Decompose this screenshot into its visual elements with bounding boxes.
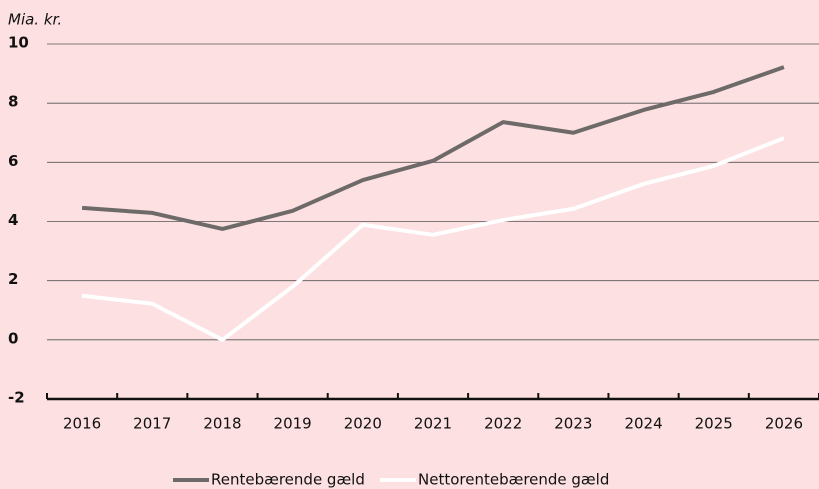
x-tick-label: 2026: [765, 415, 803, 433]
y-tick-label: 2: [8, 270, 18, 288]
x-tick-label: 2018: [203, 415, 241, 433]
x-tick-label: 2023: [554, 415, 592, 433]
y-tick-label: 8: [8, 93, 18, 111]
y-tick-label: 10: [8, 34, 29, 52]
y-tick-label: 6: [8, 152, 18, 170]
x-tick-label: 2022: [484, 415, 522, 433]
line-series: [81, 136, 785, 342]
y-unit-label: Mia. kr.: [8, 11, 62, 29]
legend-label: Rentebærende gæld: [211, 471, 365, 489]
y-tick-label: -2: [8, 389, 25, 407]
x-tick-label: 2024: [624, 415, 662, 433]
x-tick-label: 2020: [344, 415, 382, 433]
x-tick-label: 2025: [695, 415, 733, 433]
y-tick-label: 0: [8, 329, 18, 347]
x-tick-label: 2017: [133, 415, 171, 433]
legend-label: Nettorentebærende gæld: [418, 471, 609, 489]
y-tick-label: 4: [8, 211, 18, 229]
x-tick-label: 2019: [274, 415, 312, 433]
line-series: [81, 65, 785, 231]
x-tick-label: 2021: [414, 415, 452, 433]
x-tick-label: 2016: [63, 415, 101, 433]
